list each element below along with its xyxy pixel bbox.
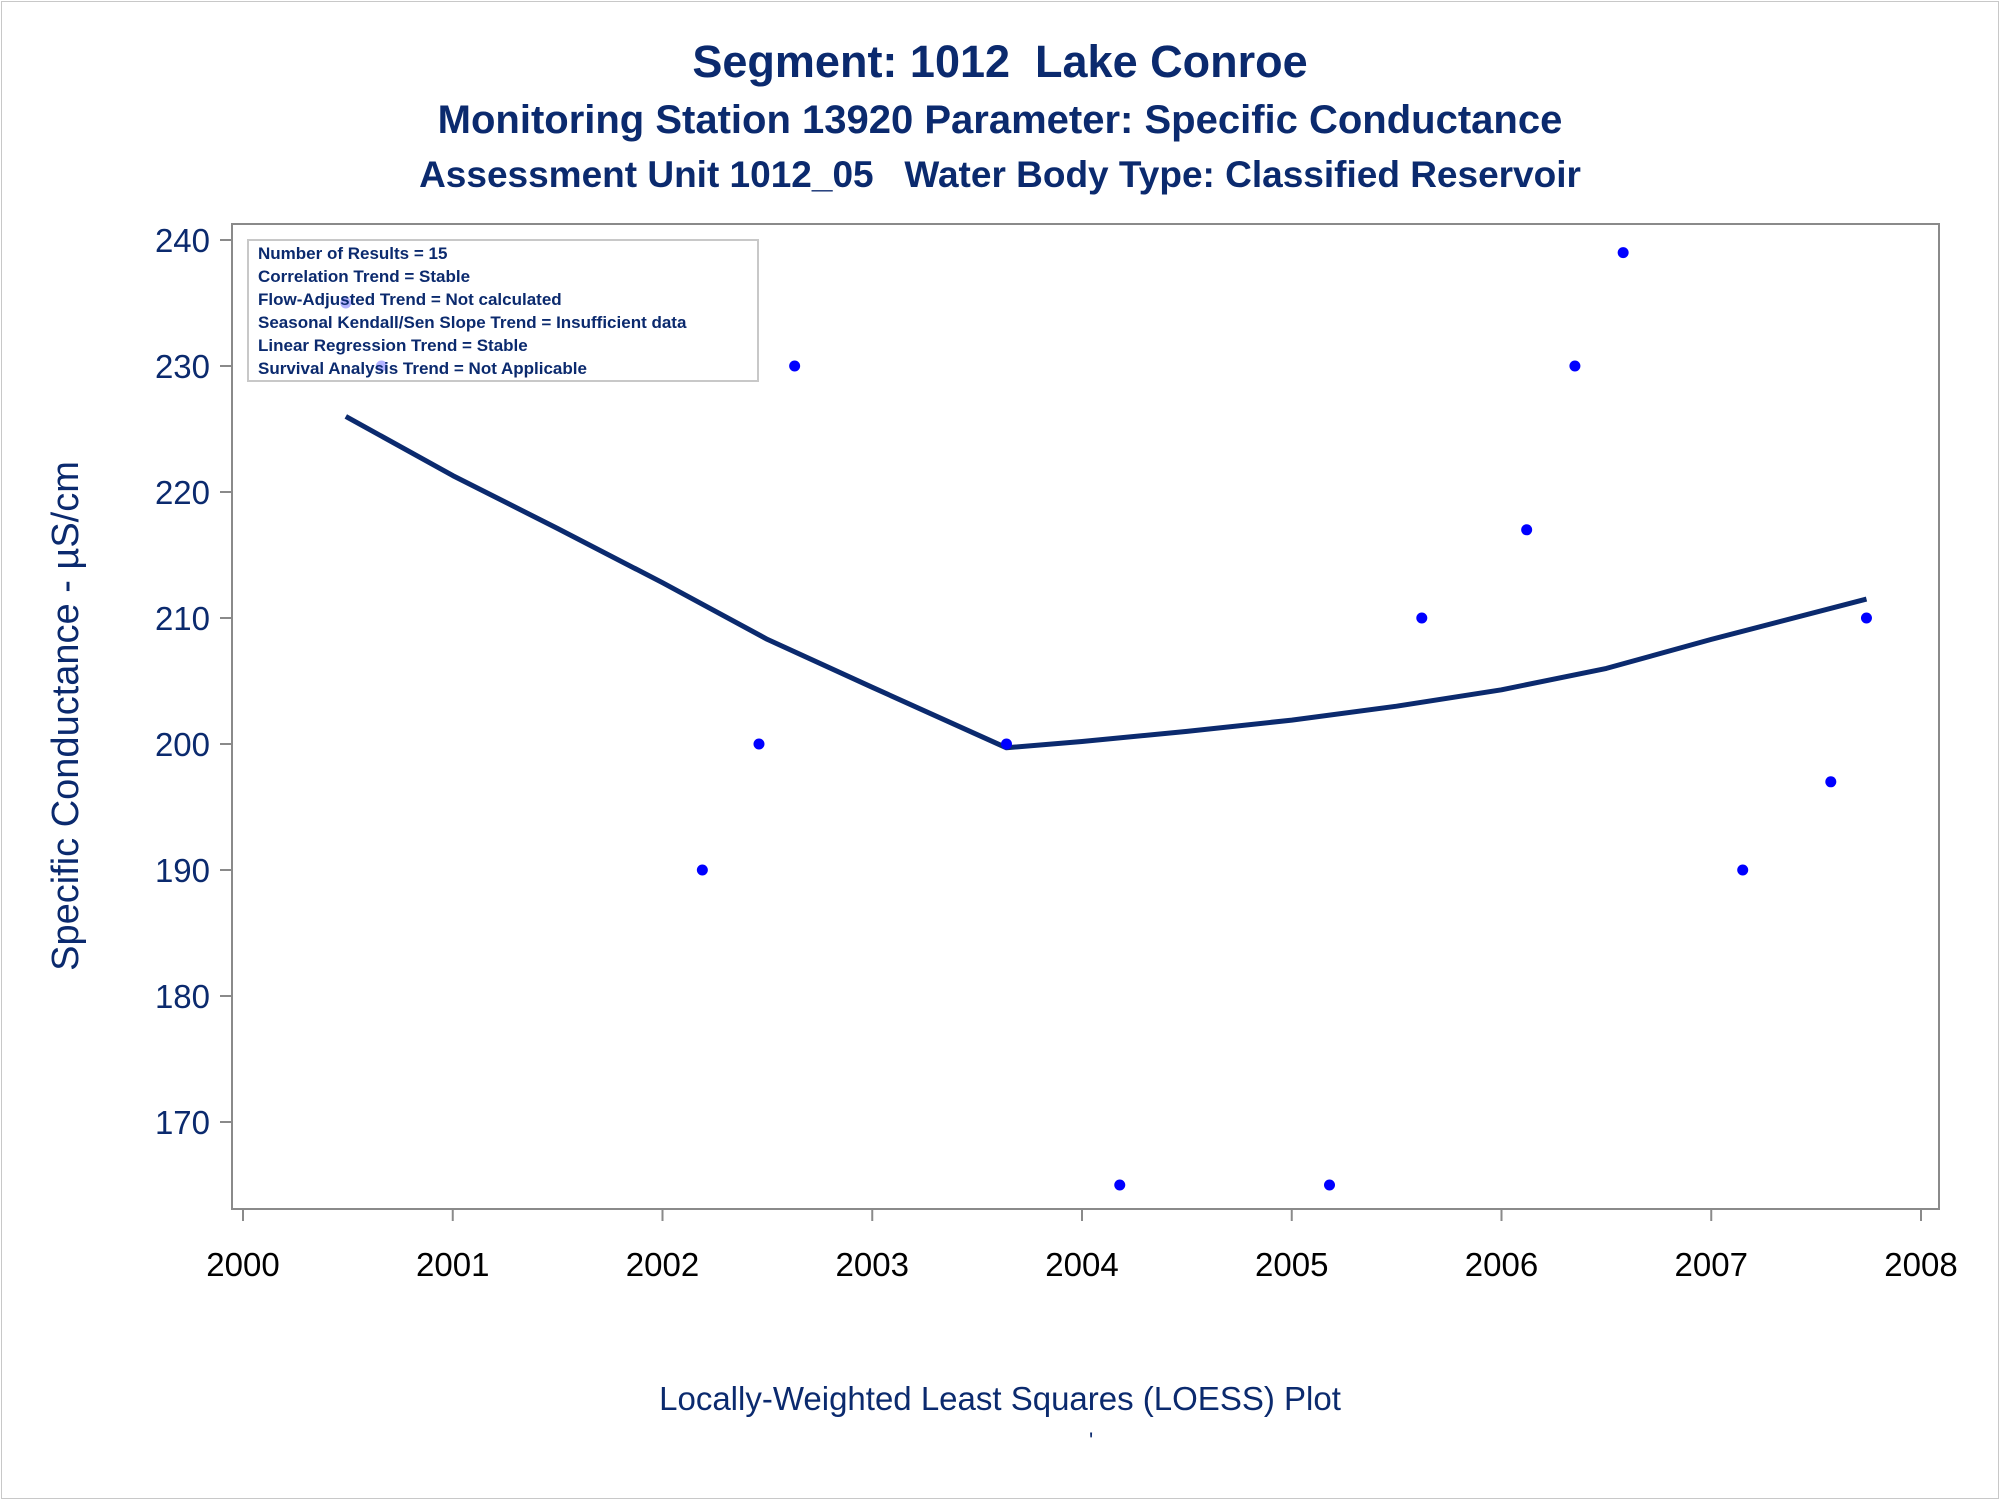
chart-subtitle-station: Monitoring Station 13920 Parameter: Spec… [437,98,1563,142]
footnote-mark: ' [1089,1428,1094,1453]
data-point-11 [1569,360,1581,372]
data-points [340,247,1872,1191]
stats-results-count: Number of Results = 15 [258,244,447,263]
stats-flow-adjusted-trend: Flow-Adjusted Trend = Not calculated [258,290,562,309]
y-tick-label-180: 180 [155,978,210,1015]
chart-footnote: Locally-Weighted Least Squares (LOESS) P… [659,1380,1341,1417]
y-tick-label-200: 200 [155,726,210,763]
stats-legend-box [247,239,759,382]
x-tick-label-2001: 2001 [416,1246,489,1283]
stats-linear-regression-trend: Linear Regression Trend = Stable [258,336,528,355]
data-point-13 [1737,864,1749,876]
x-tick-label-2003: 2003 [836,1246,909,1283]
y-tick-label-220: 220 [155,474,210,511]
stats-legend: Number of Results = 15 Correlation Trend… [247,239,759,382]
chart-subtitle-assessment: Assessment Unit 1012_05 Water Body Type:… [419,154,1581,195]
data-point-6 [1000,738,1012,750]
y-tick-label-170: 170 [155,1104,210,1141]
data-point-9 [1416,612,1428,624]
plot-area [231,223,1940,1210]
x-axis: 2000 2001 2002 2003 2004 2005 2006 2007 2008 [206,1209,1958,1283]
x-tick-label-2004: 2004 [1045,1246,1118,1283]
y-axis: 170 180 190 200 210 220 230 240 [155,222,232,1141]
loess-trend-line [344,414,1868,751]
data-point-3 [696,864,708,876]
y-tick-label-190: 190 [155,852,210,889]
x-tick-label-2000: 2000 [206,1246,279,1283]
data-point-14 [1825,776,1837,788]
chart-title: Segment: 1012 Lake Conroe [692,36,1308,87]
x-tick-label-2008: 2008 [1884,1246,1957,1283]
stats-correlation-trend: Correlation Trend = Stable [258,267,470,286]
y-tick-label-210: 210 [155,600,210,637]
data-point-8 [1324,1179,1336,1191]
y-tick-label-230: 230 [155,348,210,385]
y-axis-label: Specific Conductance - µS/cm [45,461,87,971]
x-tick-label-2007: 2007 [1675,1246,1748,1283]
data-point-7 [1114,1179,1126,1191]
data-point-15 [1860,612,1872,624]
data-point-5 [789,360,801,372]
x-tick-label-2005: 2005 [1255,1246,1328,1283]
data-point-10 [1521,524,1533,536]
y-tick-label-240: 240 [155,222,210,259]
x-tick-label-2002: 2002 [626,1246,699,1283]
stats-survival-analysis-trend: Survival Analysis Trend = Not Applicable [258,359,587,378]
data-point-4 [753,738,765,750]
data-point-12 [1617,247,1629,259]
stats-seasonal-kendall-trend: Seasonal Kendall/Sen Slope Trend = Insuf… [258,313,687,332]
x-tick-label-2006: 2006 [1465,1246,1538,1283]
